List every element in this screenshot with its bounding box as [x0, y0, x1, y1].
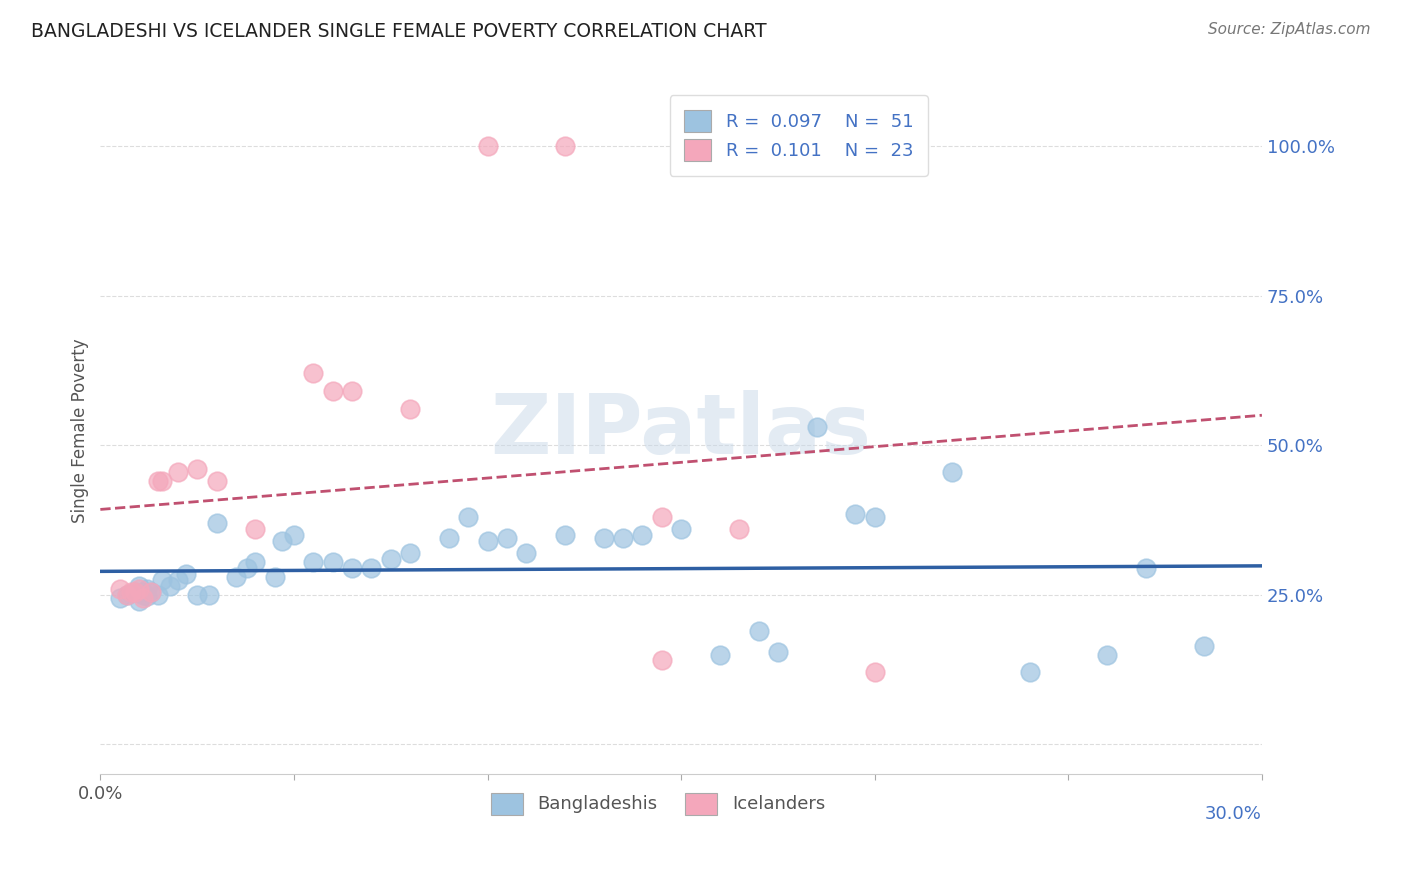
Point	[806, 420, 828, 434]
Point	[766, 644, 789, 658]
Point	[863, 510, 886, 524]
Point	[205, 474, 228, 488]
Point	[108, 582, 131, 596]
Point	[651, 510, 673, 524]
Point	[457, 510, 479, 524]
Point	[205, 516, 228, 530]
Point	[166, 465, 188, 479]
Point	[148, 474, 170, 488]
Point	[728, 522, 751, 536]
Y-axis label: Single Female Poverty: Single Female Poverty	[72, 338, 89, 523]
Point	[186, 462, 208, 476]
Point	[651, 653, 673, 667]
Point	[135, 589, 157, 603]
Point	[117, 588, 139, 602]
Point	[941, 465, 963, 479]
Point	[124, 584, 146, 599]
Point	[236, 561, 259, 575]
Point	[437, 531, 460, 545]
Point	[135, 582, 157, 596]
Point	[496, 531, 519, 545]
Point	[159, 579, 181, 593]
Point	[477, 533, 499, 548]
Point	[748, 624, 770, 638]
Point	[340, 561, 363, 575]
Point	[197, 588, 219, 602]
Point	[302, 367, 325, 381]
Point	[128, 593, 150, 607]
Text: 30.0%: 30.0%	[1205, 805, 1263, 823]
Point	[132, 588, 155, 602]
Point	[132, 591, 155, 605]
Point	[1018, 665, 1040, 680]
Point	[302, 555, 325, 569]
Point	[245, 522, 267, 536]
Point	[844, 507, 866, 521]
Point	[399, 546, 422, 560]
Point	[1095, 648, 1118, 662]
Point	[863, 665, 886, 680]
Point	[340, 384, 363, 399]
Point	[225, 570, 247, 584]
Text: BANGLADESHI VS ICELANDER SINGLE FEMALE POVERTY CORRELATION CHART: BANGLADESHI VS ICELANDER SINGLE FEMALE P…	[31, 22, 766, 41]
Point	[263, 570, 285, 584]
Point	[592, 531, 614, 545]
Point	[554, 139, 576, 153]
Point	[631, 528, 654, 542]
Point	[132, 584, 155, 599]
Point	[283, 528, 305, 542]
Point	[399, 402, 422, 417]
Point	[271, 533, 294, 548]
Point	[380, 551, 402, 566]
Point	[148, 588, 170, 602]
Point	[245, 555, 267, 569]
Point	[322, 555, 344, 569]
Point	[477, 139, 499, 153]
Text: ZIPatlas: ZIPatlas	[491, 390, 872, 471]
Point	[124, 584, 146, 599]
Point	[128, 579, 150, 593]
Point	[166, 573, 188, 587]
Point	[150, 573, 173, 587]
Point	[1192, 639, 1215, 653]
Point	[108, 591, 131, 605]
Point	[612, 531, 634, 545]
Point	[186, 588, 208, 602]
Point	[1135, 561, 1157, 575]
Text: Source: ZipAtlas.com: Source: ZipAtlas.com	[1208, 22, 1371, 37]
Point	[669, 522, 692, 536]
Legend: Bangladeshis, Icelanders: Bangladeshis, Icelanders	[482, 783, 834, 823]
Point	[139, 584, 162, 599]
Point	[360, 561, 382, 575]
Point	[554, 528, 576, 542]
Point	[120, 584, 142, 599]
Point	[174, 566, 197, 581]
Point	[709, 648, 731, 662]
Point	[150, 474, 173, 488]
Point	[117, 588, 139, 602]
Point	[515, 546, 537, 560]
Point	[322, 384, 344, 399]
Point	[139, 584, 162, 599]
Point	[128, 582, 150, 596]
